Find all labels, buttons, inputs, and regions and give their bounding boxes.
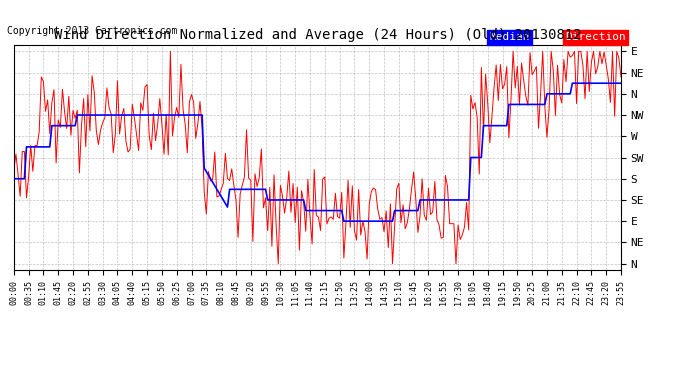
Text: Direction: Direction [565, 33, 627, 42]
Title: Wind Direction Normalized and Average (24 Hours) (Old) 20130812: Wind Direction Normalized and Average (2… [54, 28, 581, 42]
Text: Median: Median [489, 33, 529, 42]
Text: Copyright 2013 Cartronics.com: Copyright 2013 Cartronics.com [7, 26, 177, 36]
